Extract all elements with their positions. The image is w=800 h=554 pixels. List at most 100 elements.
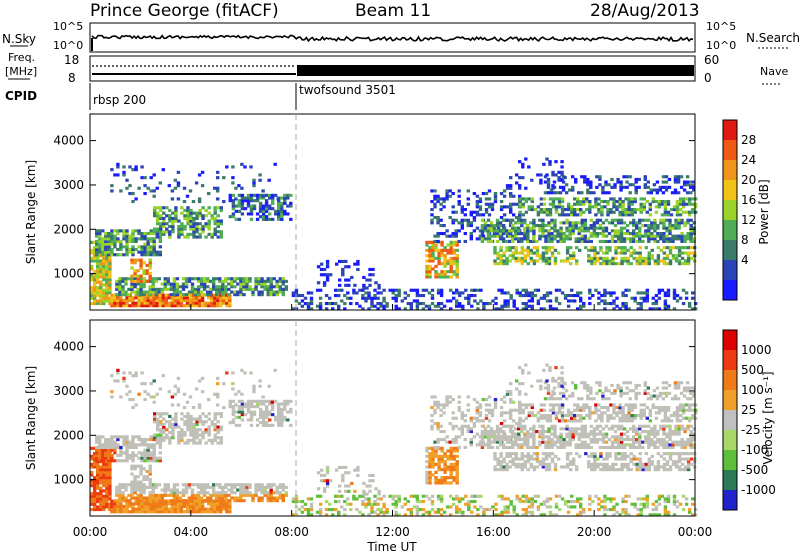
velocity-cell (349, 502, 353, 506)
power-cell (473, 288, 477, 292)
power-cell (228, 215, 232, 219)
power-cell (224, 285, 228, 289)
velocity-cell (554, 494, 559, 498)
velocity-cell (134, 499, 138, 503)
power-cell (641, 224, 645, 228)
velocity-cell (271, 413, 275, 417)
power-cell (676, 175, 681, 179)
power-cell (472, 229, 477, 233)
power-cell (594, 202, 598, 206)
velocity-cell (445, 403, 449, 407)
velocity-cell (200, 510, 205, 514)
velocity-cell (594, 494, 598, 498)
power-cell (275, 285, 279, 289)
power-cell (501, 237, 506, 241)
power-cell (523, 221, 527, 225)
power-cell (93, 251, 97, 255)
velocity-cell (303, 508, 308, 512)
power-cell (425, 243, 429, 247)
velocity-cell (258, 421, 263, 425)
power-cell (469, 237, 473, 241)
power-cell (551, 186, 555, 190)
velocity-cell (263, 485, 267, 489)
power-cell (297, 294, 302, 298)
power-cell (654, 294, 659, 298)
power-cell (692, 188, 696, 192)
power-cell (503, 302, 507, 306)
power-cell (690, 256, 694, 260)
power-cell (263, 287, 267, 291)
velocity-cell (207, 398, 211, 402)
velocity-cell (128, 390, 132, 394)
velocity-cell (624, 513, 628, 517)
power-cell (532, 218, 536, 222)
power-cell (95, 250, 99, 254)
velocity-cell (152, 438, 156, 442)
power-cell (113, 304, 117, 308)
velocity-cell (455, 465, 459, 469)
power-cell (608, 259, 612, 263)
power-cell (340, 288, 344, 292)
power-cell (434, 272, 438, 276)
power-cell (542, 296, 547, 300)
power-cell (647, 259, 651, 263)
velocity-cell (509, 500, 513, 504)
power-cell (431, 251, 435, 255)
power-cell (649, 188, 653, 192)
power-cell (548, 197, 553, 201)
velocity-cell (428, 452, 432, 456)
power-cell (677, 254, 682, 258)
velocity-cell (356, 465, 360, 469)
power-cell (431, 246, 435, 250)
velocity-cell (171, 436, 175, 440)
power-cell (654, 200, 659, 204)
power-cell (675, 210, 680, 214)
velocity-cell (382, 502, 386, 506)
velocity-cell (219, 436, 223, 440)
velocity-cell (463, 424, 467, 428)
power-cell (672, 291, 677, 295)
velocity-cell (260, 499, 264, 503)
power-cell (294, 288, 299, 292)
velocity-cell (116, 507, 120, 511)
power-cell (638, 221, 642, 225)
power-cell (662, 232, 666, 236)
power-cell (527, 208, 531, 212)
velocity-cell (356, 468, 360, 472)
power-cell (155, 250, 159, 254)
power-cell (650, 232, 654, 236)
velocity-cell (433, 422, 437, 426)
power-cell (666, 200, 671, 204)
power-cell (520, 248, 524, 252)
power-cell (125, 242, 129, 246)
velocity-cell (306, 510, 311, 514)
power-cell (430, 296, 435, 300)
velocity-cell (119, 451, 123, 455)
power-cell (524, 210, 528, 214)
power-cell (252, 199, 257, 203)
power-cell (524, 197, 528, 201)
power-cell (523, 254, 527, 258)
velocity-cell (391, 497, 395, 501)
power-cell (409, 288, 413, 292)
power-cell (677, 259, 682, 263)
velocity-cell (128, 510, 132, 514)
velocity-cell (218, 491, 222, 495)
power-cell (189, 208, 193, 212)
power-cell (449, 299, 453, 303)
power-cell (687, 197, 692, 201)
velocity-cell (156, 417, 160, 421)
power-cell (183, 227, 187, 231)
velocity-cell (496, 460, 500, 464)
power-cell (153, 214, 157, 218)
velocity-cell (233, 485, 237, 489)
velocity-cell (95, 438, 99, 442)
power-cell (597, 197, 601, 201)
velocity-cell (642, 505, 646, 509)
power-cell (443, 254, 447, 258)
power-cell (573, 210, 577, 214)
velocity-cell (272, 499, 276, 503)
velocity-cell (105, 481, 109, 485)
power-cell (353, 262, 357, 266)
power-cell (556, 234, 560, 238)
